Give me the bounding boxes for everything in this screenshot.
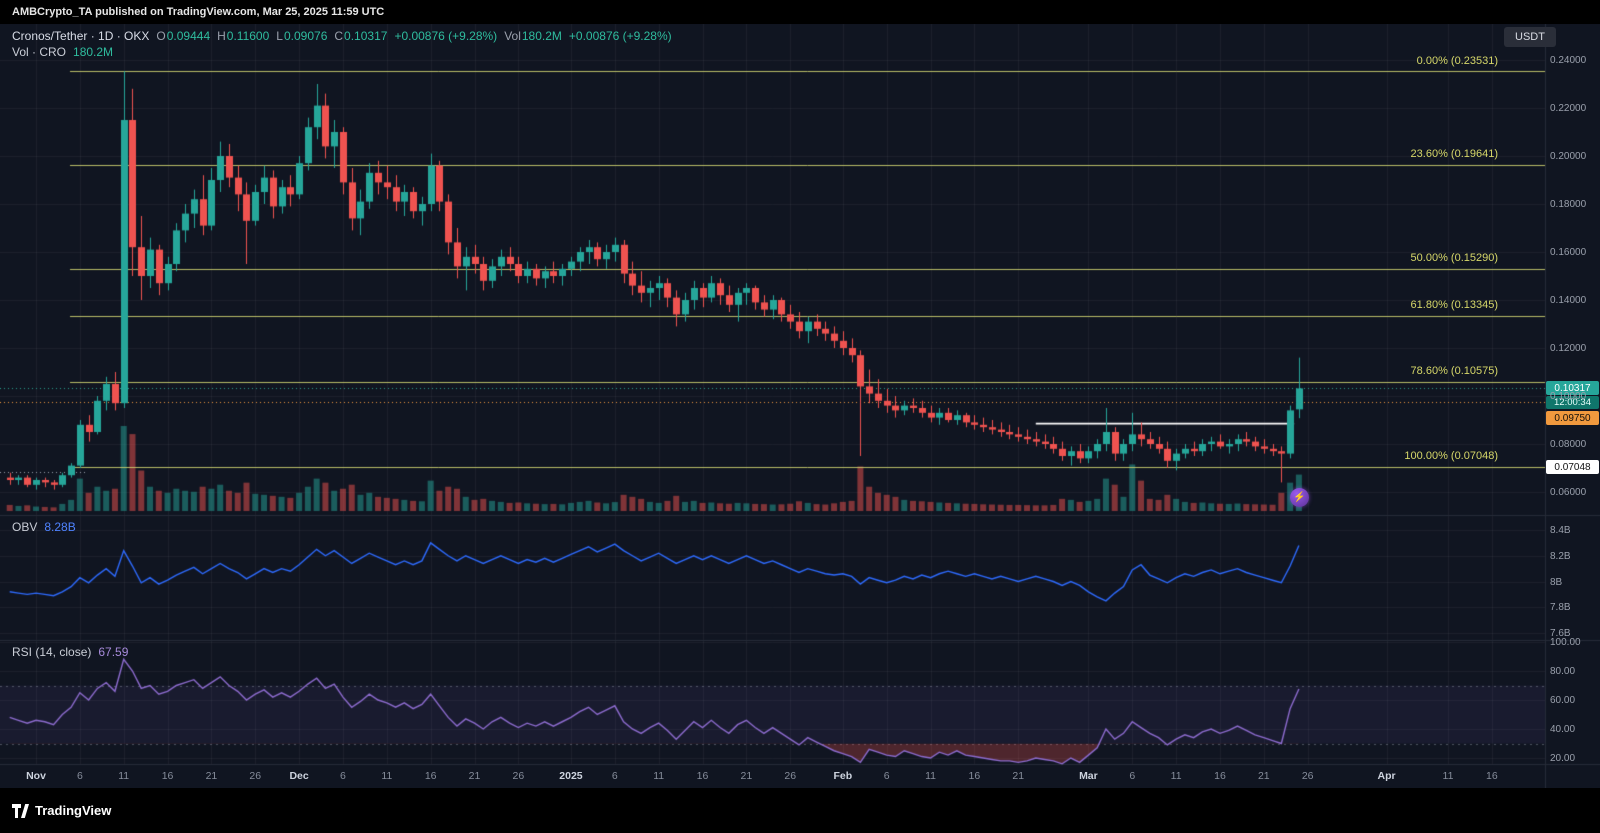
symbol-title[interactable]: Cronos/Tether · 1D · OKX: [12, 29, 150, 43]
tradingview-logo[interactable]: TradingView: [12, 803, 111, 818]
fib-label-786[interactable]: 78.60% (0.10575): [1410, 365, 1498, 377]
open-label: O: [156, 29, 166, 43]
price-chart-canvas[interactable]: [0, 0, 1600, 788]
low-value: 0.09076: [283, 29, 328, 43]
obv-title[interactable]: OBV: [12, 520, 38, 534]
high-value: 0.11600: [226, 29, 270, 43]
bar-countdown-tag: 12:00:34: [1546, 396, 1599, 409]
fib-label-618[interactable]: 61.80% (0.13345): [1410, 299, 1498, 311]
last-price-tag: 0.10317: [1546, 381, 1599, 395]
publish-bar: AMBCrypto_TA published on TradingView.co…: [0, 0, 1600, 24]
volume-study-legend: Vol · CRO 180.2M: [12, 45, 113, 59]
symbol-legend: Cronos/Tether · 1D · OKX O0.09444 H0.11600…: [12, 29, 672, 43]
low-label: L: [276, 29, 283, 43]
high-label: H: [217, 29, 226, 43]
tradingview-logo-text: TradingView: [35, 803, 112, 818]
obv-value: 8.28B: [44, 520, 76, 534]
volume-value: 180.2M: [521, 29, 562, 43]
change-value: +0.00876 (+9.28%): [394, 29, 498, 43]
close-label: C: [334, 29, 344, 43]
tradingview-logo-icon: [12, 803, 29, 818]
close-value: 0.10317: [344, 29, 388, 43]
fib-label-236[interactable]: 23.60% (0.19641): [1410, 148, 1498, 160]
flash-emoji-marker[interactable]: ⚡: [1290, 488, 1309, 507]
rsi-legend: RSI (14, close) 67.59: [12, 645, 128, 659]
currency-toggle-button[interactable]: USDT: [1504, 27, 1556, 47]
fib-label-0[interactable]: 0.00% (0.23531): [1416, 55, 1498, 67]
rsi-value: 67.59: [98, 645, 129, 659]
open-value: 0.09444: [166, 29, 211, 43]
publish-note: AMBCrypto_TA published on TradingView.co…: [12, 6, 385, 18]
volume-study-title[interactable]: Vol · CRO: [12, 45, 67, 59]
footer-bar: TradingView: [0, 788, 1600, 833]
volume-label: Vol: [504, 29, 521, 43]
obv-legend: OBV 8.28B: [12, 520, 76, 534]
fib-low-price-tag: 0.07048: [1546, 460, 1599, 474]
fib-label-100[interactable]: 100.00% (0.07048): [1404, 450, 1498, 462]
alert-price-tag: 0.09750: [1546, 411, 1599, 425]
volume-change: +0.00876 (+9.28%): [568, 29, 672, 43]
rsi-title[interactable]: RSI (14, close): [12, 645, 92, 659]
volume-study-value: 180.2M: [73, 45, 114, 59]
fib-label-50[interactable]: 50.00% (0.15290): [1410, 252, 1498, 264]
